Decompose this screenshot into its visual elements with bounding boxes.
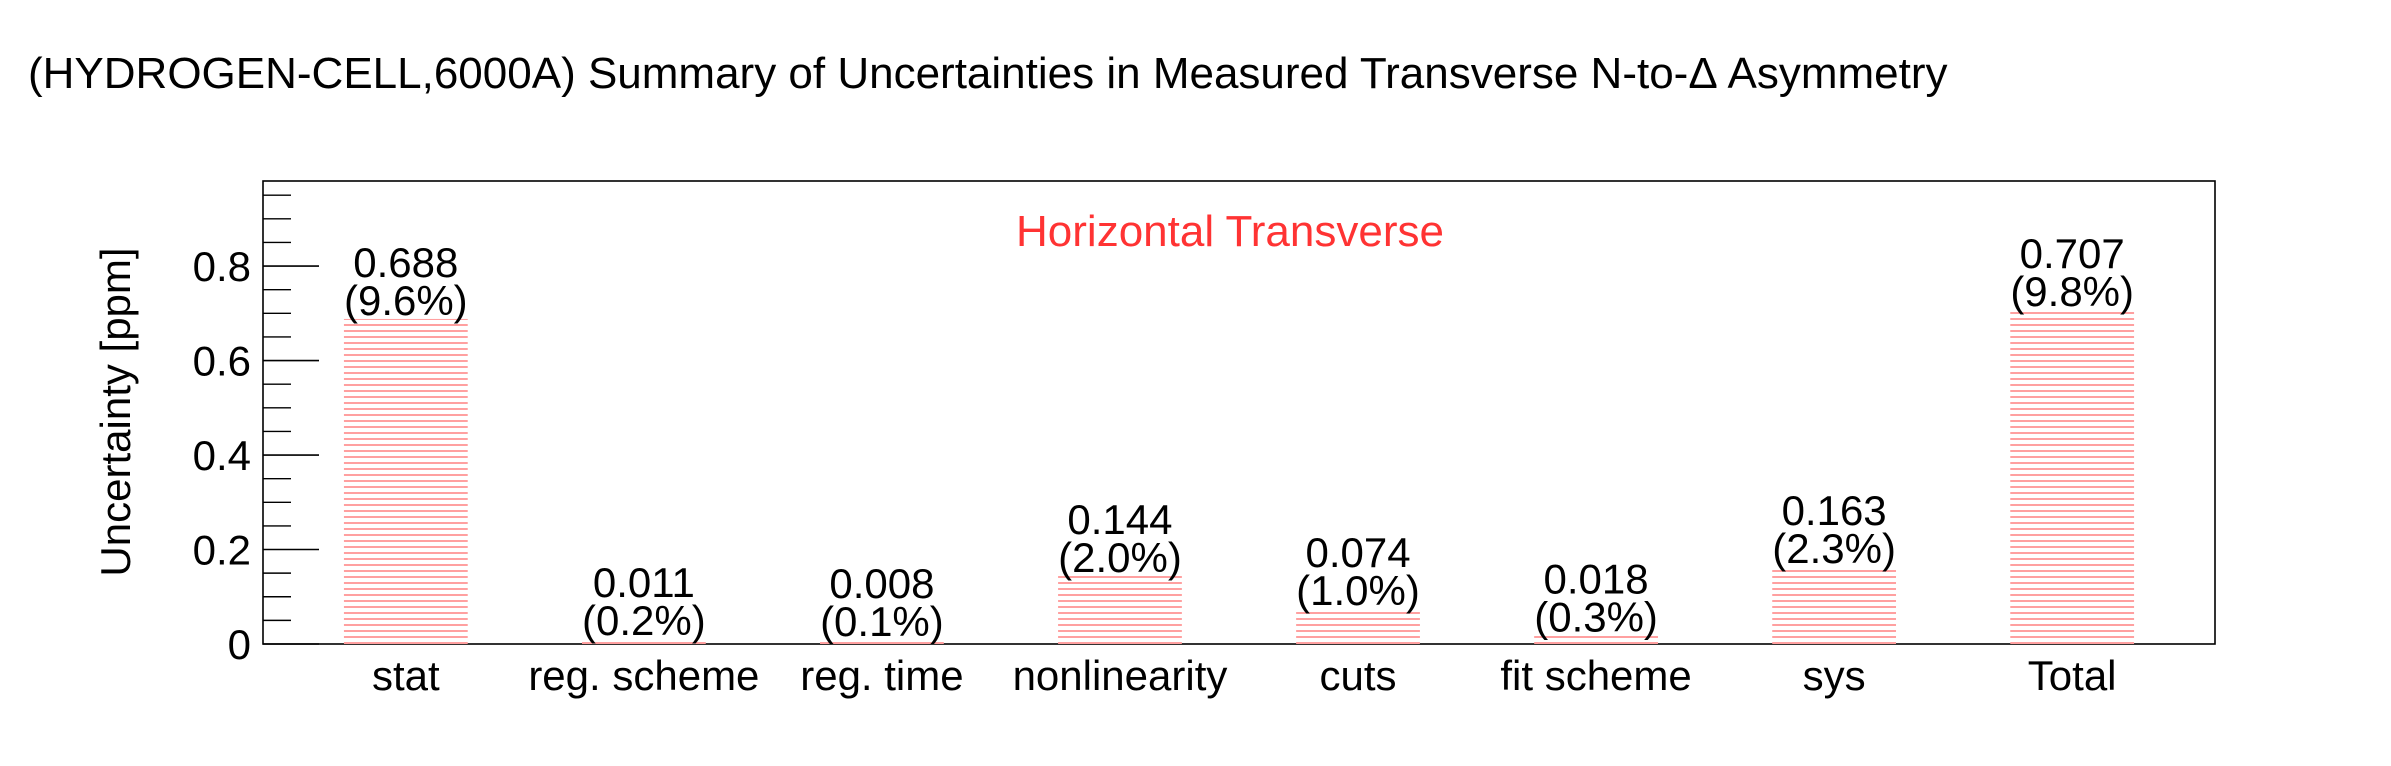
bar-percent-label: (1.0%) <box>1296 567 1420 614</box>
bar-sys <box>1772 566 1897 644</box>
y-axis-label: Uncertainty [ppm] <box>92 247 139 576</box>
bar-total <box>2010 309 2135 644</box>
y-tick-label: 0.2 <box>193 527 251 574</box>
bar-value-label: 0.144 <box>1067 496 1172 543</box>
x-category-label: reg. time <box>800 652 963 699</box>
x-category-label: cuts <box>1320 652 1397 699</box>
annotation-text: Horizontal Transverse <box>1016 207 1444 256</box>
plot-frame <box>262 180 2216 645</box>
x-category-label: reg. scheme <box>528 652 759 699</box>
x-category-label: sys <box>1803 652 1866 699</box>
x-axis-labels: stat reg. scheme reg. time nonlinearity cuts… <box>372 652 2117 699</box>
bars <box>343 309 2135 644</box>
x-category-label: fit scheme <box>1500 652 1691 699</box>
chart-title: (HYDROGEN-CELL,6000A) Summary of Uncerta… <box>28 49 1948 98</box>
y-axis-ticks: 0 0.2 0.4 0.6 0.8 <box>193 194 319 668</box>
bar-labels: 0.688(9.6%)0.011(0.2%)0.008(0.1%)0.144(2… <box>344 230 2134 645</box>
y-tick-label: 0.8 <box>193 243 251 290</box>
bar-value-label: 0.707 <box>2020 230 2125 277</box>
bar-percent-label: (9.6%) <box>344 277 468 324</box>
x-category-label: stat <box>372 652 440 699</box>
bar-nonlinearity <box>1058 575 1182 644</box>
bar-value-label: 0.008 <box>829 560 934 607</box>
bar-reg-time <box>820 640 944 644</box>
bar-percent-label: (2.3%) <box>1772 525 1896 572</box>
bar-stat <box>343 318 468 644</box>
bar-value-label: 0.688 <box>353 239 458 286</box>
y-tick-label: 0.6 <box>193 338 251 385</box>
bar-percent-label: (0.2%) <box>582 597 706 644</box>
bar-value-label: 0.163 <box>1782 487 1887 534</box>
bar-value-label: 0.011 <box>593 559 695 606</box>
bar-fit-scheme <box>1534 635 1658 644</box>
bar-percent-label: (0.3%) <box>1534 593 1658 640</box>
bar-percent-label: (9.8%) <box>2010 268 2134 315</box>
y-tick-label: 0 <box>228 621 251 668</box>
x-category-label: Total <box>2028 652 2117 699</box>
bar-reg-scheme <box>581 638 706 644</box>
x-category-label: nonlinearity <box>1013 652 1228 699</box>
bar-percent-label: (2.0%) <box>1058 534 1182 581</box>
bar-percent-label: (0.1%) <box>820 598 944 645</box>
bar-value-label: 0.074 <box>1305 529 1410 576</box>
bar-cuts <box>1296 609 1420 644</box>
bar-value-label: 0.018 <box>1544 555 1649 602</box>
y-tick-label: 0.4 <box>193 432 251 479</box>
